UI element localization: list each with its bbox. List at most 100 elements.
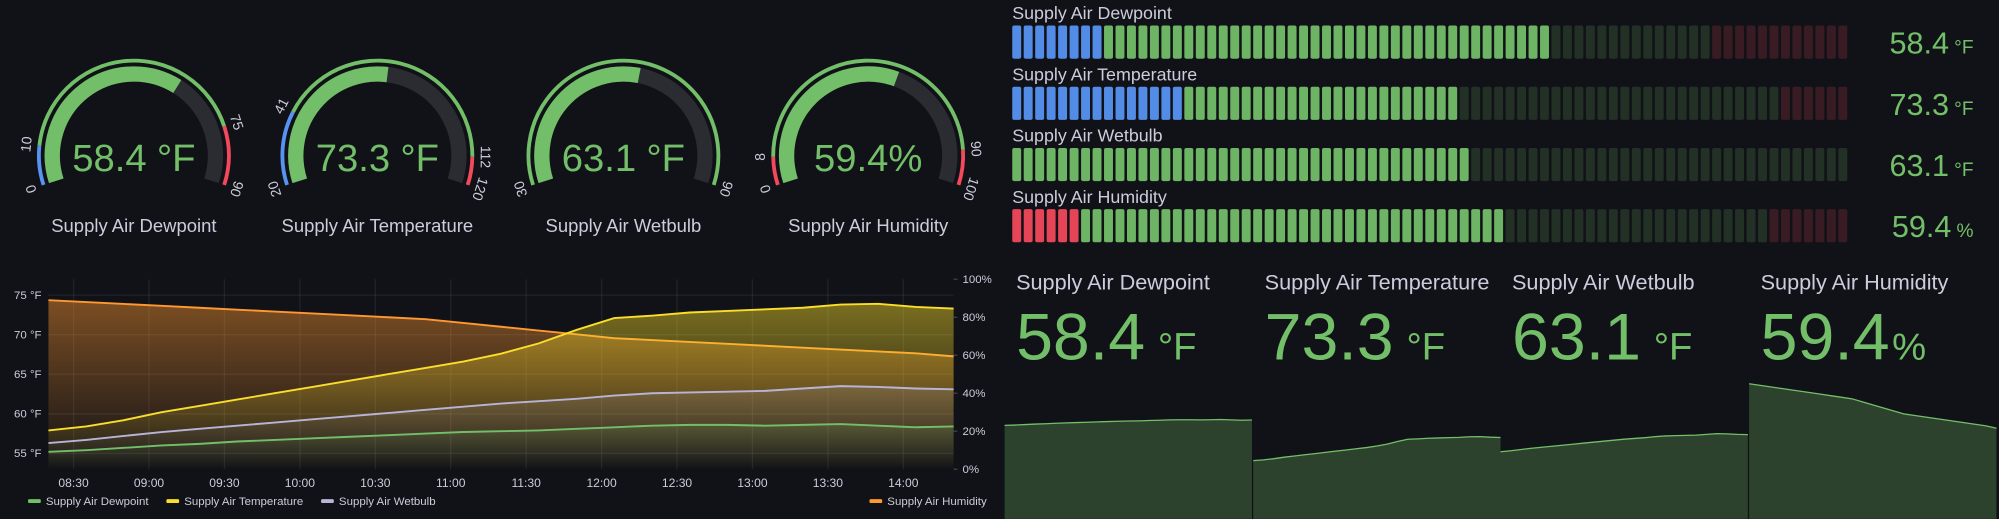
y-tick-label: 75 °F <box>14 290 42 302</box>
bar-cell <box>1540 209 1549 243</box>
bar-cell <box>1826 147 1836 182</box>
bar-cell <box>1574 25 1584 59</box>
bar-cell <box>1540 25 1549 59</box>
bar-gauge-title: Supply Air Temperature <box>1012 64 1197 84</box>
bar-gauge-number: 63.1 <box>1890 149 1950 183</box>
bar-cell <box>1528 86 1538 120</box>
bar-cell <box>1666 25 1676 59</box>
bar-gauge-value: 58.4 °F <box>1890 27 1974 61</box>
bar-cell <box>1597 209 1607 243</box>
gauge-tick-label: 41 <box>270 95 291 116</box>
x-tick-label: 09:30 <box>209 476 240 490</box>
gauge-title: Supply Air Dewpoint <box>51 215 216 236</box>
bar-cell <box>1758 147 1767 182</box>
bar-cell <box>1287 209 1297 243</box>
bar-cell <box>1115 209 1125 243</box>
bar-cell <box>1012 25 1022 59</box>
bar-cell <box>1780 209 1790 243</box>
bar-cell <box>1356 147 1366 182</box>
bar-cell <box>1138 86 1148 120</box>
bar-cell <box>1689 86 1699 120</box>
threshold-band <box>222 125 231 186</box>
bar-cell <box>1333 86 1343 120</box>
bar-cell <box>1448 25 1458 59</box>
stat-number: 58.4 <box>1016 301 1145 375</box>
stat-number: 73.3 <box>1265 301 1394 375</box>
bar-cell <box>1505 147 1515 182</box>
x-tick-label: 13:00 <box>737 476 768 490</box>
stat-title: Supply Air Humidity <box>1761 269 1949 294</box>
threshold-band <box>291 58 475 157</box>
bar-cell <box>1792 86 1802 120</box>
bar-cell <box>1643 86 1653 120</box>
bar-cell <box>1081 147 1091 182</box>
bar-cell <box>1482 147 1492 182</box>
bar-cell <box>1666 147 1676 182</box>
bar-cell <box>1035 147 1045 182</box>
bar-cell <box>1712 86 1722 120</box>
bar-cell <box>1769 86 1779 120</box>
bar-cell <box>1310 209 1320 243</box>
bar-cell <box>1689 147 1699 182</box>
bar-cell <box>1161 25 1171 59</box>
bar-cell <box>1069 209 1079 243</box>
bar-cell <box>1562 147 1572 182</box>
bar-cell <box>1528 147 1538 182</box>
bar-cell <box>1746 86 1756 120</box>
bar-cell <box>1138 209 1148 243</box>
bar-cell <box>1207 209 1217 243</box>
bar-cell <box>1585 86 1595 120</box>
bar-cell <box>1104 209 1113 243</box>
bar-cell <box>1115 147 1125 182</box>
gauge-value: 73.3 °F <box>316 137 439 180</box>
bar-cell <box>1172 86 1182 120</box>
bar-cell <box>1838 209 1848 243</box>
bar-cell <box>1723 209 1733 243</box>
bar-cell <box>1356 25 1366 59</box>
legend-label: Supply Air Humidity <box>887 496 987 508</box>
bar-cell <box>1287 25 1297 59</box>
bar-cell <box>1815 86 1825 120</box>
bar-cell <box>1803 209 1813 243</box>
gauge-tick-label: 90 <box>227 179 247 199</box>
bar-cell <box>1390 86 1400 120</box>
sparkline <box>1004 418 1252 427</box>
bar-cell <box>1746 209 1756 243</box>
bar-cell <box>1585 147 1595 182</box>
series-line <box>48 385 954 445</box>
gauge-title: Supply Air Wetbulb <box>546 215 702 236</box>
gauge-title: Supply Air Humidity <box>788 215 949 236</box>
bar-cell <box>1104 25 1113 59</box>
stat-value: 73.3 °F <box>1265 301 1445 375</box>
threshold-band <box>465 156 475 186</box>
bar-cell <box>1758 86 1767 120</box>
bar-cell <box>1081 25 1091 59</box>
bar-cell <box>1149 209 1159 243</box>
bar-cell <box>1241 209 1251 243</box>
bar-cell <box>1643 25 1653 59</box>
bar-gauge-title: Supply Air Humidity <box>1012 187 1167 207</box>
bar-cell <box>1494 209 1504 243</box>
bar-cell <box>1436 86 1446 120</box>
bar-cell <box>1425 86 1435 120</box>
bar-cell <box>1046 25 1056 59</box>
bar-cell <box>1758 209 1767 243</box>
x-tick-label: 11:00 <box>436 476 466 490</box>
bar-cell <box>1287 86 1297 120</box>
bar-cell <box>1069 25 1079 59</box>
bar-cell <box>1436 147 1446 182</box>
gauge-tick-label: 10 <box>17 135 35 152</box>
bar-cell <box>1815 25 1825 59</box>
bar-cell <box>1195 147 1205 182</box>
gauge-value-number: 58.4 <box>72 137 146 180</box>
bar-cell <box>1505 86 1515 120</box>
gauge-value-arc <box>288 66 389 184</box>
bar-cell <box>1299 209 1309 243</box>
sparkline <box>1749 383 1997 429</box>
bar-cell <box>1505 25 1515 59</box>
bar-cell <box>1517 147 1527 182</box>
sparkline-area <box>1500 433 1748 519</box>
gauge-tick-label: 90 <box>968 141 985 158</box>
bar-cell <box>1310 86 1320 120</box>
bar-cell <box>1264 209 1274 243</box>
